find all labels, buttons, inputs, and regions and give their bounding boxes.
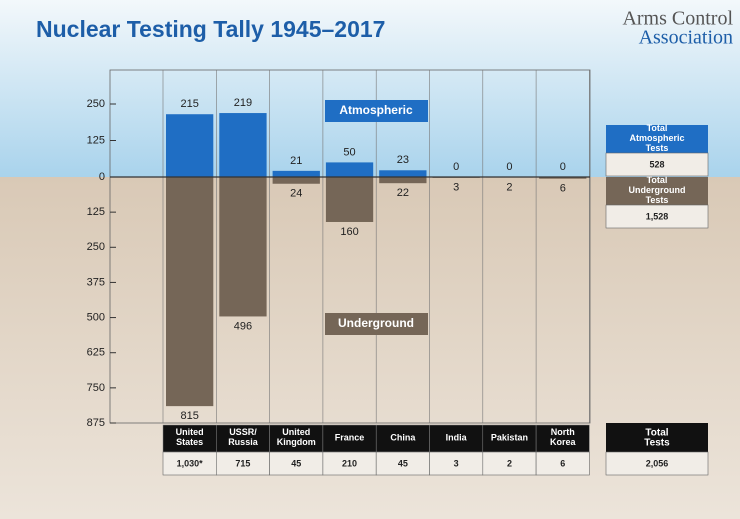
total-value: 45 <box>291 458 301 468</box>
total-value: 2 <box>507 458 512 468</box>
x-tick-label: USSR/Russia <box>228 427 259 447</box>
legend-box <box>325 100 428 122</box>
data-label: 23 <box>397 154 409 166</box>
summary-label: Total Atmospheric Tests <box>629 123 684 153</box>
data-label: 815 <box>180 410 198 422</box>
total-value: 3 <box>454 458 459 468</box>
y2-tick-label: 625 <box>87 347 105 359</box>
summary-cell <box>605 152 709 177</box>
legend-label: Underground <box>338 316 414 330</box>
plot-frame <box>109 69 591 424</box>
summary-label: Total Underground Tests <box>629 175 686 205</box>
data-label: 24 <box>290 188 302 200</box>
summary-label: Total Tests <box>644 427 670 448</box>
bar <box>325 177 374 222</box>
data-label: 2 <box>506 181 512 193</box>
bar <box>379 170 427 177</box>
header-cell <box>429 424 484 453</box>
bar <box>166 114 214 177</box>
data-label: 3 <box>453 182 459 194</box>
header-cell <box>375 424 430 453</box>
x-tick-label: France <box>335 432 365 442</box>
y2-tick-label: 500 <box>87 311 105 323</box>
data-label: 496 <box>234 320 252 332</box>
x-tick-label: India <box>446 432 468 442</box>
total-value: 210 <box>342 458 357 468</box>
x-tick-label: North Korea <box>550 427 577 447</box>
data-label: 219 <box>234 97 252 109</box>
y2-tick-label: 375 <box>87 276 105 288</box>
summary-header <box>606 423 708 452</box>
y-tick-label: 0 <box>99 171 105 183</box>
data-label: 0 <box>506 161 512 173</box>
y2-tick-label: 125 <box>87 206 105 218</box>
logo: Arms Control <box>622 8 733 30</box>
total-value: 45 <box>398 458 408 468</box>
data-label: 6 <box>560 183 566 195</box>
legend-box <box>325 313 428 335</box>
header-cell <box>322 424 377 453</box>
y-tick-label: 250 <box>87 98 105 110</box>
bar <box>219 113 267 177</box>
data-label: 215 <box>180 98 198 110</box>
data-label: 0 <box>453 161 459 173</box>
bar <box>272 170 320 177</box>
y2-tick-label: 250 <box>87 241 105 253</box>
bar <box>272 177 320 184</box>
total-cell <box>535 451 590 476</box>
summary-value: 2,056 <box>646 458 669 468</box>
bar <box>325 162 374 177</box>
data-label: 0 <box>560 161 566 173</box>
data-label: 22 <box>397 187 409 199</box>
total-value: 1,030* <box>177 458 204 468</box>
data-label: 160 <box>340 226 358 238</box>
total-value: 715 <box>235 458 250 468</box>
logo: Association <box>639 27 733 49</box>
y2-tick-label: 875 <box>87 417 105 429</box>
summary-cell <box>605 451 709 476</box>
header-cell <box>162 424 217 453</box>
bar <box>166 177 214 407</box>
y-tick-label: 125 <box>87 134 105 146</box>
x-tick-label: United Kingdom <box>277 427 316 447</box>
summary-header <box>606 125 708 153</box>
summary-value: 528 <box>649 159 664 169</box>
bar <box>379 177 427 184</box>
data-label: 50 <box>343 146 355 158</box>
data-label: 21 <box>290 155 302 167</box>
x-tick-label: United States <box>176 427 204 447</box>
x-tick-label: China <box>390 432 416 442</box>
bar <box>219 177 267 317</box>
summary-cell <box>605 204 709 229</box>
legend-label: Atmospheric <box>339 103 413 117</box>
total-value: 6 <box>560 458 565 468</box>
bar <box>539 177 587 179</box>
summary-value: 1,528 <box>646 211 669 221</box>
header-cell <box>535 424 590 453</box>
chart-title: Nuclear Testing Tally 1945–2017 <box>36 16 385 42</box>
summary-header <box>606 177 708 205</box>
x-tick-label: Pakistan <box>491 432 528 442</box>
y2-tick-label: 750 <box>87 382 105 394</box>
